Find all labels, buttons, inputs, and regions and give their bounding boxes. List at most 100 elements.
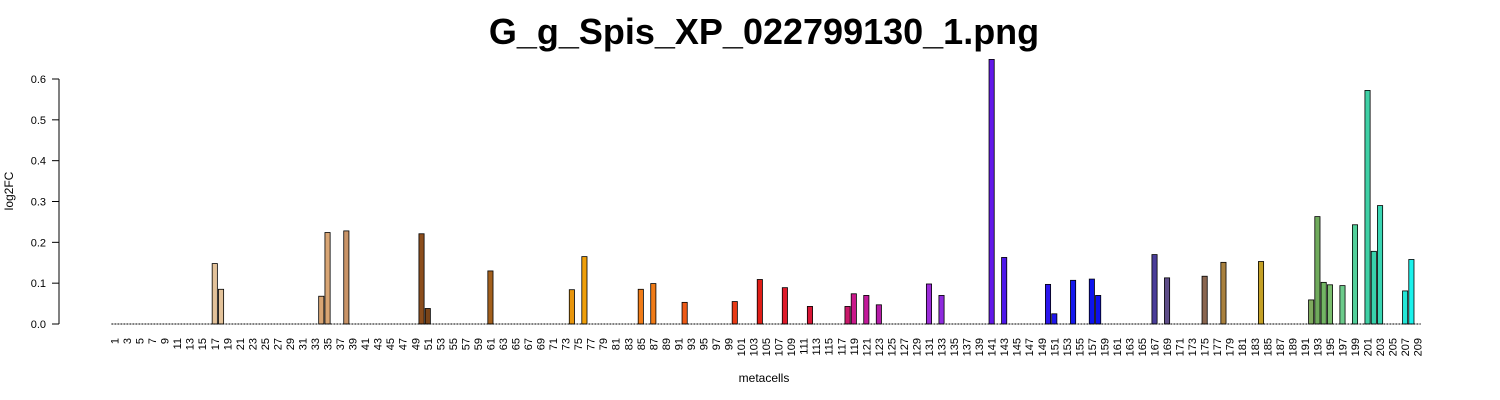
x-tick-label: 55 [448,338,460,350]
x-tick-label: 161 [1112,338,1124,356]
x-tick-label: 5 [135,338,147,344]
x-tick-label: 19 [222,338,234,350]
bar-metacell-76 [581,256,588,325]
chart-title: G_g_Spis_XP_022799130_1.png [489,11,1039,52]
x-tick-label: 157 [1087,338,1099,356]
x-tick-label: 9 [160,338,172,344]
bar-metacell-121 [863,295,870,325]
x-tick-label: 139 [974,338,986,356]
x-tick-label: 29 [285,338,297,350]
x-tick-label: 1 [110,338,122,344]
x-tick-label: 111 [799,338,811,355]
x-tick-label: 49 [410,338,422,350]
x-tick-label: 155 [1074,338,1086,356]
x-axis-label: metacells [739,371,790,385]
x-tick-label: 179 [1225,338,1237,356]
bar-metacell-167 [1151,254,1158,325]
x-tick-label: 65 [510,338,522,350]
bar-metacell-193 [1314,216,1321,325]
bar-metacell-175 [1201,275,1208,325]
x-tick-label: 135 [949,338,961,356]
x-tick-label: 3 [122,338,134,344]
bar-metacell-143 [1001,257,1008,325]
x-tick-label: 103 [749,338,761,356]
x-tick-label: 51 [423,338,435,350]
x-tick-label: 67 [523,338,535,350]
x-tick-label: 147 [1024,338,1036,356]
x-tick-label: 93 [686,338,698,350]
bar-metacell-108 [781,287,788,325]
bar-metacell-112 [806,306,813,325]
bar-metacell-17 [211,263,218,325]
y-tick-label: 0.4 [31,156,46,168]
x-tick-label: 165 [1137,338,1149,356]
x-tick-label: 85 [636,338,648,350]
bar-metacell-184 [1258,261,1265,325]
bar-metacell-151 [1051,313,1058,325]
bar-metacell-195 [1326,284,1333,325]
x-tick-label: 43 [373,338,385,350]
x-tick-label: 33 [310,338,322,350]
x-tick-label: 105 [761,338,773,356]
x-tick-label: 97 [711,338,723,350]
x-tick-label: 167 [1150,338,1162,356]
bar-metacell-34 [318,295,325,325]
x-tick-label: 81 [611,338,623,350]
bar-metacell-74 [568,289,575,325]
x-tick-label: 41 [360,338,372,350]
bar-metacell-87 [650,283,657,325]
x-tick-label: 149 [1037,338,1049,356]
x-tick-label: 117 [836,338,848,356]
bar-metacell-202 [1370,250,1377,325]
x-tick-label: 127 [899,338,911,356]
bar-metacell-92 [681,301,688,325]
x-tick-label: 57 [460,338,472,350]
x-tick-label: 133 [937,338,949,356]
x-tick-label: 173 [1187,338,1199,356]
x-tick-label: 131 [924,338,936,356]
bar-metacell-131 [925,283,932,325]
x-tick-label: 175 [1200,338,1212,356]
x-tick-label: 15 [197,338,209,350]
x-tick-label: 159 [1099,338,1111,356]
bar-metacell-192 [1308,299,1315,325]
y-tick-label: 0.6 [31,74,46,86]
x-tick-label: 199 [1350,338,1362,356]
x-tick-label: 181 [1237,338,1249,356]
x-tick-label: 75 [573,338,585,350]
x-tick-label: 169 [1162,338,1174,356]
y-tick-label: 0.1 [31,278,46,290]
x-tick-label: 113 [811,338,823,356]
y-tick-label: 0.2 [31,237,46,249]
x-tick-label: 163 [1124,338,1136,356]
x-tick-label: 27 [272,338,284,350]
bar-metacell-118 [844,306,851,325]
bars [211,59,1415,325]
y-axis: 0.0 0.1 0.2 0.3 0.4 0.5 0.6 [31,74,60,331]
bar-metacell-201 [1364,90,1371,325]
x-tick-label: 23 [247,338,259,350]
x-tick-label: 187 [1275,338,1287,356]
bar-metacell-51 [424,308,431,325]
x-tick-label: 11 [172,338,184,349]
bar-metacell-178 [1220,261,1227,325]
x-tick-label: 53 [435,338,447,350]
x-tick-label: 151 [1049,338,1061,356]
bar-metacell-203 [1377,205,1384,325]
x-tick-label: 143 [999,338,1011,356]
x-tick-label: 13 [185,338,197,350]
x-tick-label: 121 [861,338,873,356]
x-tick-label: 25 [260,338,272,350]
x-tick-label: 95 [698,338,710,350]
x-tick-label: 119 [849,338,861,356]
x-tick-label: 77 [586,338,598,350]
bar-metacell-123 [875,304,882,325]
x-tick-label: 203 [1375,338,1387,356]
y-tick-label: 0.0 [31,319,46,331]
x-tick-label: 37 [335,338,347,350]
y-tick-label: 0.3 [31,197,46,209]
bar-metacell-119 [850,293,857,325]
x-tick-label: 177 [1212,338,1224,356]
x-tick-label: 145 [1012,338,1024,356]
